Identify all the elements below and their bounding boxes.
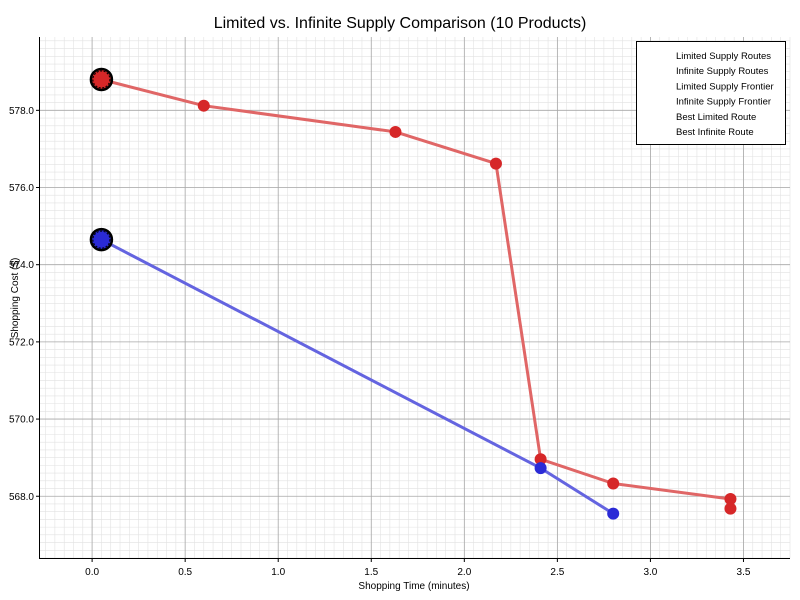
x-axis-title: Shopping Time (minutes): [358, 581, 469, 592]
legend-entry: Infinite Supply Routes: [676, 66, 769, 77]
axes: [39, 37, 790, 559]
y-tick-label: 576.0: [9, 183, 34, 194]
x-tick-label: 0.5: [178, 567, 192, 578]
series-layer: [89, 67, 737, 520]
frontier-line: [100, 238, 614, 515]
route-point: [95, 233, 108, 246]
route-point: [607, 507, 620, 520]
legend-box: [636, 41, 786, 145]
x-tick-label: 3.5: [737, 567, 751, 578]
y-tick-label: 578.0: [9, 106, 34, 117]
best-route-marker-ring: [92, 70, 111, 89]
chart-title: Limited vs. Infinite Supply Comparison (…: [214, 15, 587, 32]
major-grid: [40, 37, 790, 558]
route-point: [95, 73, 108, 86]
x-tick-label: 1.0: [271, 567, 285, 578]
y-tick-label: 574.0: [9, 260, 34, 271]
y-axis-title: Shopping Cost ($): [10, 258, 21, 339]
y-tick-label: 568.0: [9, 492, 34, 503]
legend-entry: Limited Supply Routes: [676, 51, 771, 62]
route-point: [534, 462, 547, 475]
legend-entry: Infinite Supply Frontier: [676, 97, 771, 108]
route-point: [724, 502, 737, 515]
route-point: [534, 453, 547, 466]
x-tick-label: 2.0: [457, 567, 471, 578]
x-tick-label: 0.0: [85, 567, 99, 578]
legend-entry: Best Infinite Route: [676, 127, 754, 138]
route-point: [724, 492, 737, 505]
legend-entry: Best Limited Route: [676, 112, 756, 123]
x-tick-label: 2.5: [550, 567, 564, 578]
route-point: [607, 477, 620, 490]
route-point: [389, 125, 402, 138]
x-tick-label: 3.0: [643, 567, 657, 578]
x-ticks: 0.0 0.5 1.0 1.5 2.0 2.5 3.0 3.5: [85, 558, 751, 578]
x-tick-label: 1.5: [364, 567, 378, 578]
y-tick-label: 572.0: [9, 337, 34, 348]
y-ticks: 568.0 570.0 572.0 574.0 576.0 578.0: [9, 106, 40, 503]
route-point: [489, 157, 502, 170]
best-route-marker-ring: [92, 230, 111, 249]
y-tick-label: 570.0: [9, 415, 34, 426]
legend-entry: Limited Supply Frontier: [676, 81, 774, 92]
route-point: [197, 99, 210, 112]
legend: Limited Supply Routes Infinite Supply Rou…: [636, 41, 786, 145]
